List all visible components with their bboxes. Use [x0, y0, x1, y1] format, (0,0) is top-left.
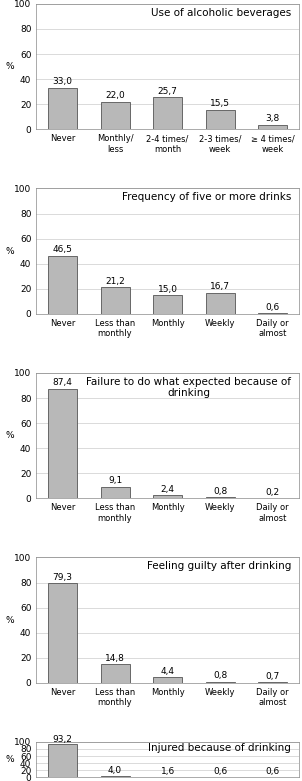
- Text: 87,4: 87,4: [53, 378, 72, 387]
- Bar: [153, 677, 182, 683]
- Text: 9,1: 9,1: [108, 476, 122, 486]
- Bar: [101, 665, 130, 683]
- Text: 15,5: 15,5: [210, 99, 230, 109]
- Text: 93,2: 93,2: [53, 735, 72, 744]
- Text: 33,0: 33,0: [53, 77, 72, 87]
- Bar: [206, 293, 235, 314]
- Bar: [48, 744, 77, 777]
- Bar: [101, 487, 130, 498]
- Text: 1,6: 1,6: [160, 767, 175, 776]
- Text: Injured because of drinking: Injured because of drinking: [148, 743, 291, 753]
- Text: 16,7: 16,7: [210, 283, 230, 291]
- Text: 79,3: 79,3: [53, 573, 72, 582]
- Bar: [48, 88, 77, 130]
- Y-axis label: %: %: [6, 615, 14, 625]
- Text: Frequency of five or more drinks: Frequency of five or more drinks: [122, 192, 291, 202]
- Text: 2,4: 2,4: [161, 485, 175, 494]
- Text: 0,6: 0,6: [265, 302, 280, 312]
- Bar: [48, 255, 77, 314]
- Text: 0,8: 0,8: [213, 672, 227, 680]
- Text: 46,5: 46,5: [53, 245, 72, 254]
- Y-axis label: %: %: [6, 62, 14, 71]
- Bar: [206, 682, 235, 683]
- Bar: [48, 583, 77, 683]
- Bar: [101, 102, 130, 130]
- Bar: [206, 497, 235, 498]
- Text: 25,7: 25,7: [158, 87, 178, 95]
- Bar: [258, 682, 287, 683]
- Text: 0,6: 0,6: [265, 768, 280, 776]
- Text: 3,8: 3,8: [265, 114, 280, 123]
- Text: 0,7: 0,7: [265, 672, 280, 680]
- Bar: [101, 287, 130, 314]
- Text: 21,2: 21,2: [105, 276, 125, 286]
- Bar: [153, 97, 182, 130]
- Text: 22,0: 22,0: [105, 91, 125, 100]
- Text: 4,0: 4,0: [108, 766, 122, 776]
- Text: Feeling guilty after drinking: Feeling guilty after drinking: [147, 562, 291, 571]
- Text: Failure to do what expected because of
drinking: Failure to do what expected because of d…: [86, 376, 291, 398]
- Text: 4,4: 4,4: [161, 667, 175, 676]
- Y-axis label: %: %: [6, 431, 14, 440]
- Text: 0,8: 0,8: [213, 487, 227, 496]
- Text: 14,8: 14,8: [105, 654, 125, 663]
- Bar: [153, 295, 182, 314]
- Text: 0,6: 0,6: [213, 768, 227, 776]
- Text: Use of alcoholic beverages: Use of alcoholic beverages: [151, 8, 291, 18]
- Text: 0,2: 0,2: [266, 487, 280, 497]
- Bar: [48, 389, 77, 498]
- Text: 15,0: 15,0: [158, 284, 178, 294]
- Y-axis label: %: %: [6, 247, 14, 255]
- Bar: [258, 125, 287, 130]
- Bar: [101, 776, 130, 777]
- Y-axis label: %: %: [6, 755, 14, 764]
- Bar: [153, 495, 182, 498]
- Bar: [206, 110, 235, 130]
